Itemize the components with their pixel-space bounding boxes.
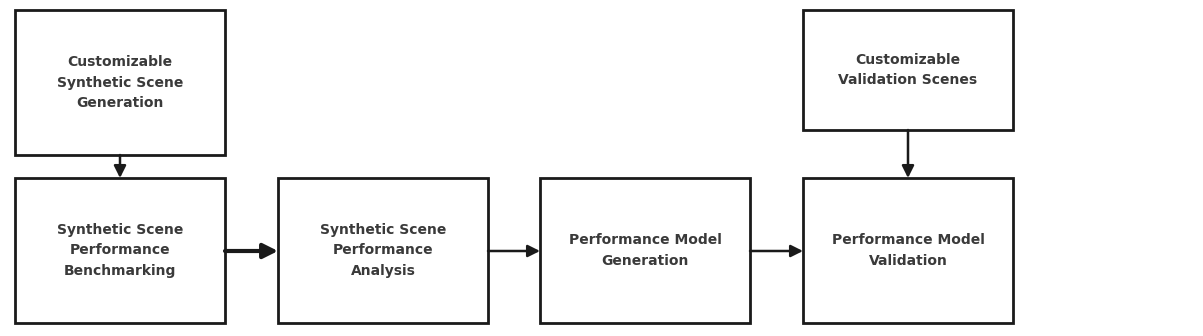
- Text: Performance Model
Validation: Performance Model Validation: [831, 233, 984, 268]
- Text: Synthetic Scene
Performance
Analysis: Synthetic Scene Performance Analysis: [320, 223, 446, 278]
- Text: Customizable
Validation Scenes: Customizable Validation Scenes: [838, 53, 978, 87]
- Bar: [14, 178, 225, 323]
- Bar: [278, 178, 488, 323]
- Text: Customizable
Synthetic Scene
Generation: Customizable Synthetic Scene Generation: [57, 55, 183, 110]
- Bar: [802, 178, 1013, 323]
- Text: Synthetic Scene
Performance
Benchmarking: Synthetic Scene Performance Benchmarking: [57, 223, 183, 278]
- Bar: [802, 10, 1013, 130]
- Text: Performance Model
Generation: Performance Model Generation: [569, 233, 722, 268]
- Bar: [14, 10, 225, 155]
- Bar: [540, 178, 749, 323]
